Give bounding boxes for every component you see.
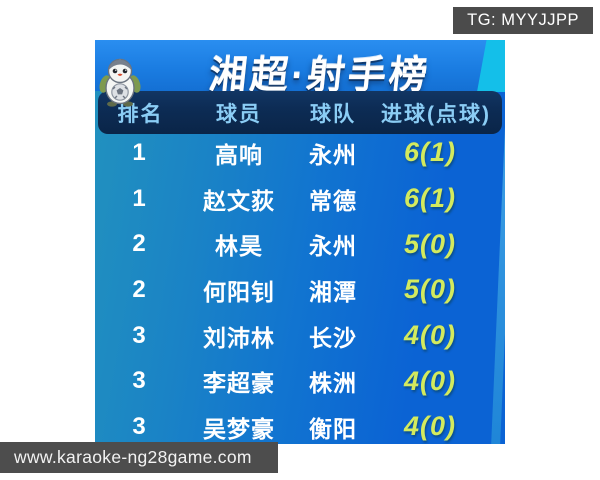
header-player: 球员 bbox=[216, 102, 262, 126]
goals-cell: 4(0) bbox=[403, 365, 456, 396]
rank-cell: 1 bbox=[132, 184, 146, 212]
player-cell: 何阳钊 bbox=[203, 278, 275, 305]
rank-cell: 3 bbox=[132, 412, 146, 440]
table-body: 1 高响 永州 6(1) 1 赵文荻 常德 6(1) 2 林昊 永州 5(0) … bbox=[95, 130, 505, 444]
rank-cell: 2 bbox=[132, 230, 146, 258]
team-cell: 长沙 bbox=[309, 324, 357, 351]
top-scorer-poster: 湘超·射手榜 排名 球员 球队 进球(点球) 1 高响 永州 6(1) 1 赵文… bbox=[95, 40, 505, 444]
team-cell: 湘潭 bbox=[309, 278, 357, 305]
penguin-soccer-mascot-icon bbox=[99, 58, 141, 107]
rank-cell: 2 bbox=[132, 275, 146, 303]
table-row: 2 何阳钊 湘潭 5(0) bbox=[95, 267, 505, 313]
table-header-row: 排名 球员 球队 进球(点球) bbox=[98, 91, 502, 134]
table-row: 2 林昊 永州 5(0) bbox=[95, 221, 505, 267]
goals-cell: 6(1) bbox=[403, 183, 456, 214]
team-cell: 衡阳 bbox=[309, 415, 357, 442]
title-bar: 湘超·射手榜 bbox=[95, 40, 505, 97]
table-row: 1 赵文荻 常德 6(1) bbox=[95, 176, 505, 222]
header-rank: 排名 bbox=[117, 102, 164, 126]
team-cell: 株洲 bbox=[309, 370, 357, 397]
table-row: 1 高响 永州 6(1) bbox=[95, 130, 505, 176]
tg-contact-badge: TG: MYYJJPP bbox=[453, 7, 593, 34]
player-cell: 刘沛林 bbox=[203, 324, 275, 351]
player-cell: 林昊 bbox=[215, 233, 263, 260]
rank-cell: 1 bbox=[132, 138, 146, 166]
goals-cell: 5(0) bbox=[403, 228, 456, 259]
team-cell: 永州 bbox=[309, 141, 357, 168]
team-cell: 常德 bbox=[309, 187, 357, 214]
player-cell: 吴梦豪 bbox=[203, 415, 275, 442]
player-cell: 高响 bbox=[215, 141, 263, 168]
header-team: 球队 bbox=[310, 102, 356, 126]
rank-cell: 3 bbox=[132, 321, 146, 349]
goals-cell: 6(1) bbox=[403, 137, 456, 168]
table-row: 3 吴梦豪 衡阳 4(0) bbox=[95, 404, 505, 444]
table-row: 3 刘沛林 长沙 4(0) bbox=[95, 313, 505, 359]
goals-cell: 4(0) bbox=[403, 320, 456, 351]
goals-cell: 4(0) bbox=[403, 411, 456, 442]
player-cell: 赵文荻 bbox=[203, 187, 275, 214]
header-goals: 进球(点球) bbox=[381, 102, 491, 126]
goals-cell: 5(0) bbox=[403, 274, 456, 305]
team-cell: 永州 bbox=[309, 233, 357, 260]
player-cell: 李超豪 bbox=[203, 370, 275, 397]
rank-cell: 3 bbox=[132, 367, 146, 395]
table-row: 3 李超豪 株洲 4(0) bbox=[95, 358, 505, 404]
website-watermark-badge: www.karaoke-ng28game.com bbox=[0, 442, 278, 473]
